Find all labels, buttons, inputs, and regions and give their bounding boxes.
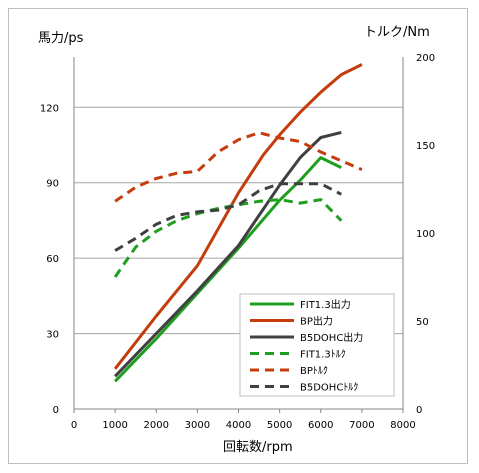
tick-labels: 0 1000 2000 3000 4000 5000 6000 7000 80000306090… — [40, 53, 435, 431]
x-tick-label: 4000 — [226, 420, 251, 431]
legend-label: BP出力 — [300, 315, 333, 328]
series-line-6 — [114, 182, 342, 252]
x-tick-label: 0 — [71, 420, 77, 431]
y-left-tick-label: 60 — [46, 254, 59, 265]
x-tick-label: 5000 — [267, 420, 292, 431]
y-axis-left-title: 馬力/ps — [38, 31, 84, 46]
y-axis-right-title: トルク/Nm — [364, 25, 430, 40]
x-tick-label: 1000 — [102, 420, 127, 431]
series-line-2 — [113, 63, 363, 370]
legend-label: BPﾄﾙｸ — [300, 365, 328, 377]
series-line-1 — [114, 156, 342, 383]
legend: FIT1.3出力 BP出力 B5DOHC出力 FIT1.3ﾄﾙｸ BPﾄﾙｸ B5DOHC… — [239, 293, 395, 397]
y-right-tick-label: 200 — [416, 53, 435, 64]
x-tick-label: 2000 — [144, 420, 169, 431]
y-left-tick-label: 90 — [46, 179, 59, 190]
legend-label: FIT1.3出力 — [300, 298, 351, 311]
chart-frame — [8, 8, 468, 464]
legend-box — [239, 293, 395, 397]
y-left-tick-label: 30 — [46, 330, 59, 341]
series-lines — [113, 63, 363, 383]
series-line-3 — [114, 130, 342, 378]
x-tick-label: 6000 — [308, 420, 333, 431]
x-tick-label: 3000 — [185, 420, 210, 431]
axes — [73, 57, 404, 413]
series-line-5 — [114, 131, 363, 203]
x-axis-title: 回転数/rpm — [223, 440, 293, 455]
y-left-tick-label: 120 — [40, 103, 59, 114]
legend-label: B5DOHCﾄﾙｸ — [300, 382, 358, 394]
legend-label: FIT1.3ﾄﾙｸ — [300, 349, 346, 361]
y-right-tick-label: 150 — [416, 141, 435, 152]
x-tick-label: 7000 — [349, 420, 374, 431]
y-left-tick-label: 0 — [53, 405, 59, 416]
x-tick-label: 8000 — [390, 420, 415, 431]
legend-label: B5DOHC出力 — [300, 331, 363, 344]
y-right-tick-label: 50 — [416, 317, 429, 328]
y-right-tick-label: 100 — [416, 229, 435, 240]
y-right-tick-label: 0 — [416, 405, 422, 416]
